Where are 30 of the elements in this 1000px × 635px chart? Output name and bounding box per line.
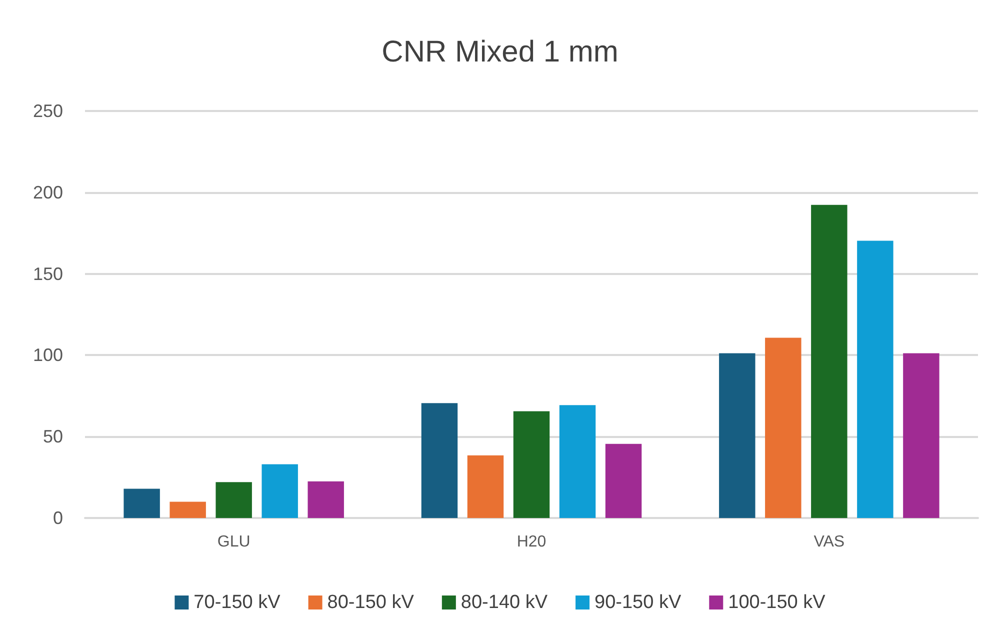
bar bbox=[903, 353, 940, 518]
legend-label: 80-150 kV bbox=[327, 592, 414, 613]
bar bbox=[719, 353, 756, 518]
bar bbox=[811, 204, 848, 518]
bar bbox=[421, 403, 458, 518]
bar bbox=[765, 338, 802, 518]
y-tick-label: 100 bbox=[32, 345, 63, 366]
bar bbox=[170, 502, 206, 518]
bar bbox=[559, 405, 596, 518]
y-tick-label: 0 bbox=[52, 508, 63, 528]
bar bbox=[467, 455, 504, 518]
legend-label: 100-150 kV bbox=[728, 592, 826, 613]
y-tick-label: 150 bbox=[32, 264, 63, 284]
bar bbox=[216, 482, 252, 518]
y-tick-label: 250 bbox=[32, 101, 63, 121]
chart-title: CNR Mixed 1 mm bbox=[382, 36, 618, 68]
x-tick-label: VAS bbox=[814, 534, 845, 550]
bar bbox=[605, 444, 642, 518]
x-tick-label: H20 bbox=[516, 534, 546, 550]
legend-label: 90-150 kV bbox=[594, 592, 682, 613]
bar bbox=[857, 240, 894, 518]
bar bbox=[513, 411, 550, 518]
legend-label: 80-140 kV bbox=[460, 592, 548, 613]
y-tick-label: 200 bbox=[32, 182, 63, 202]
x-tick-label: GLU bbox=[217, 534, 250, 550]
legend-label: 70-150 kV bbox=[194, 592, 281, 613]
bar bbox=[308, 481, 344, 518]
y-tick-label: 50 bbox=[42, 426, 63, 447]
bar bbox=[262, 464, 298, 518]
bar bbox=[124, 488, 160, 518]
